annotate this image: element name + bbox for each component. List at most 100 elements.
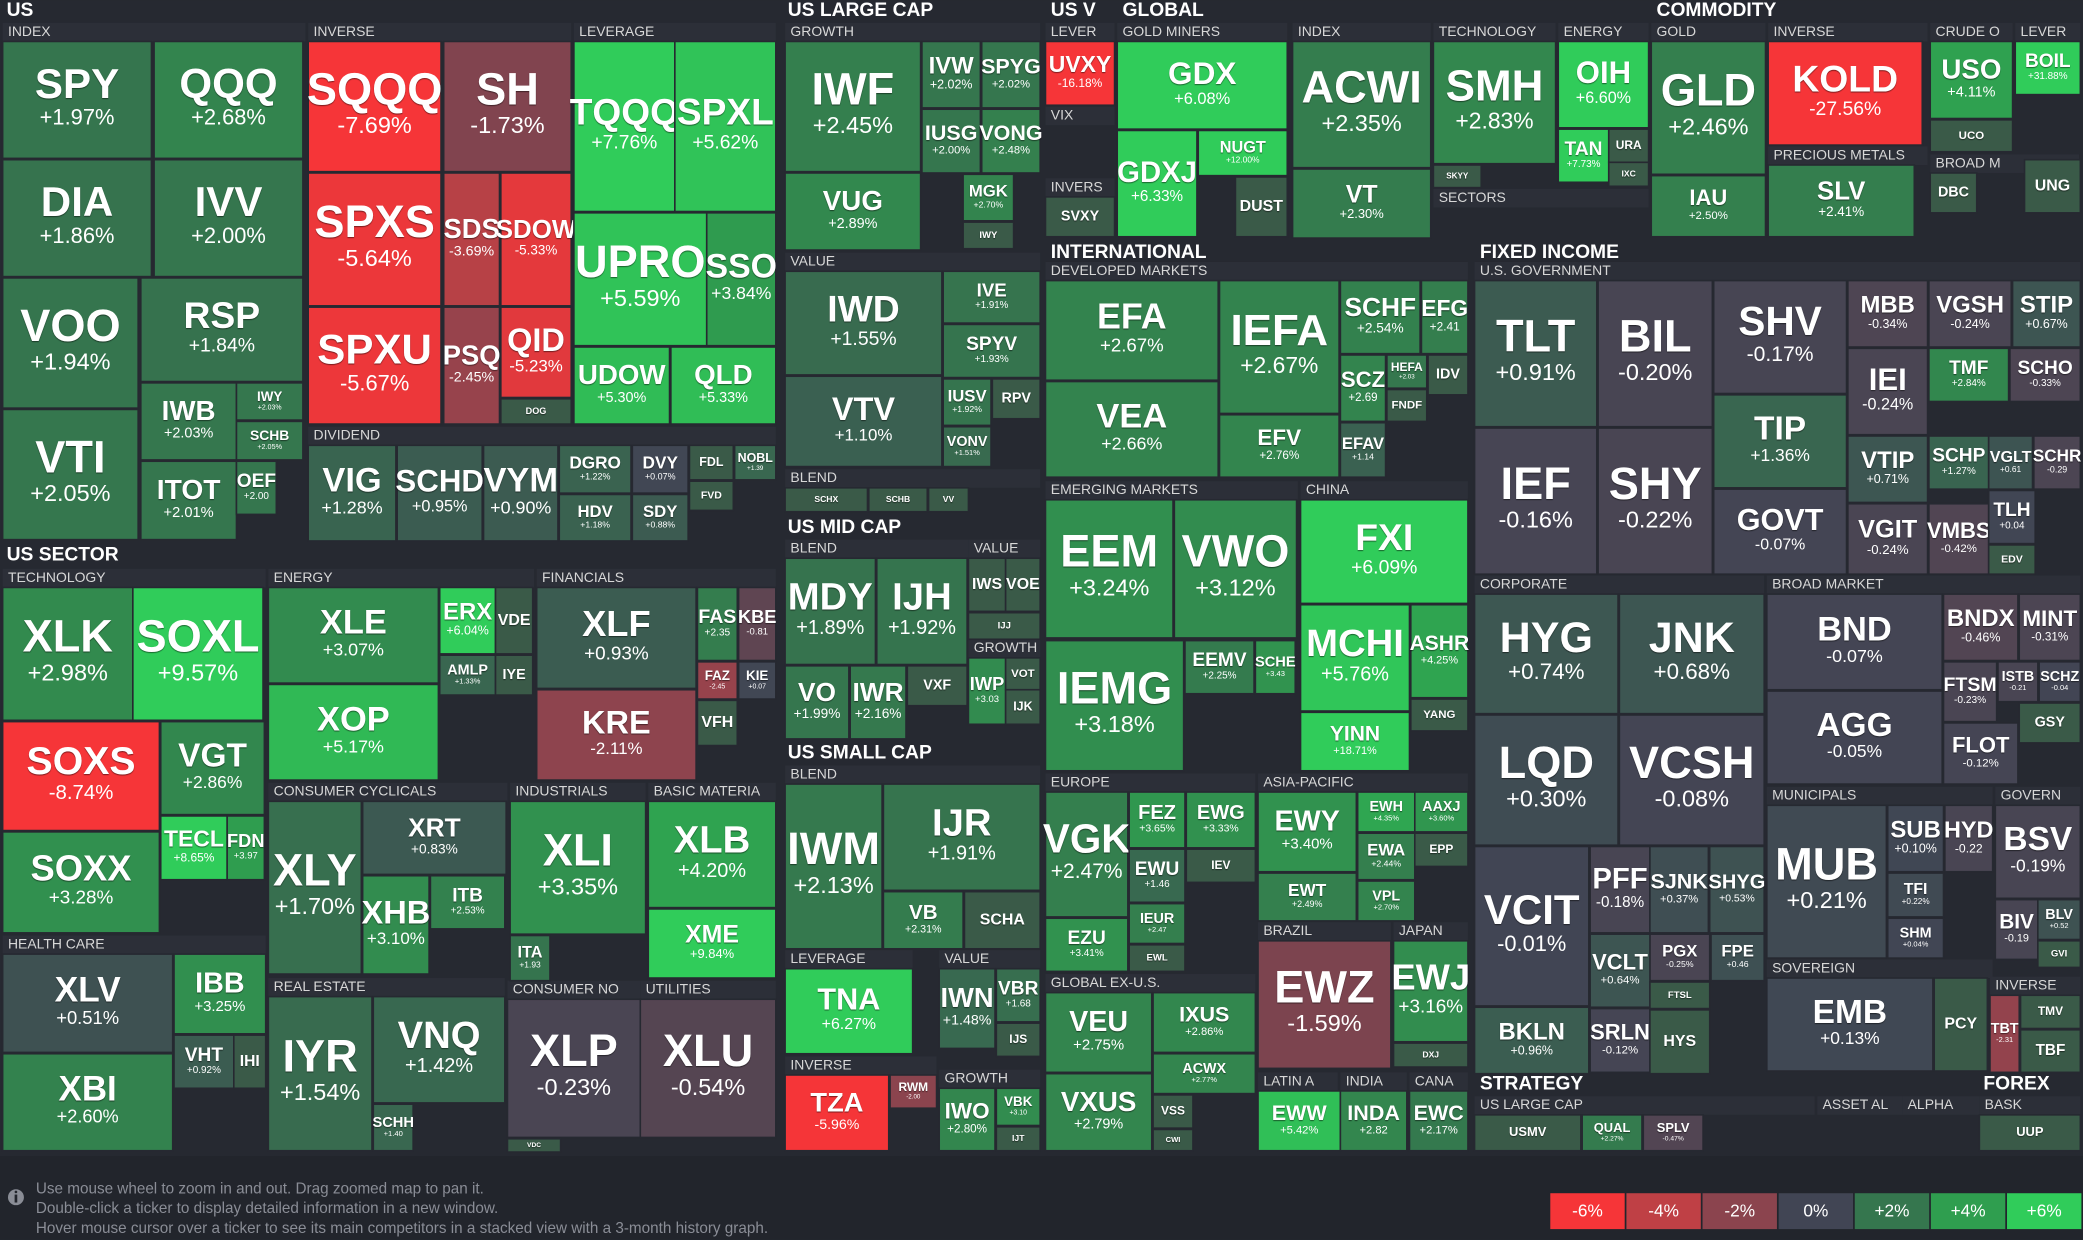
tile[interactable] [784,270,943,376]
tile[interactable] [506,1137,562,1153]
tile[interactable] [688,444,735,481]
tile[interactable] [1004,657,1041,691]
tile[interactable] [1420,279,1469,355]
tile[interactable] [1473,593,1619,715]
tile[interactable] [705,212,777,347]
tile[interactable] [1,586,134,722]
tile[interactable] [494,654,534,696]
tile[interactable] [784,967,914,1055]
tile[interactable] [1847,347,1929,436]
tile[interactable] [1473,279,1598,428]
tile[interactable] [875,557,968,666]
tile[interactable] [1650,40,1767,176]
tile[interactable] [1128,791,1186,849]
tile[interactable] [1291,168,1432,239]
tile[interactable] [494,586,534,655]
tile[interactable] [1,1052,174,1152]
tile[interactable] [1044,40,1116,107]
tile[interactable] [1886,872,1945,918]
tile[interactable] [1581,1114,1643,1152]
tile[interactable] [1392,1042,1469,1068]
tile[interactable] [267,995,373,1152]
tile[interactable] [1597,279,1714,428]
tile[interactable] [361,800,507,876]
tile[interactable] [372,1103,414,1152]
tile[interactable] [159,720,266,816]
tile[interactable] [1152,1094,1194,1129]
tile[interactable] [1299,711,1411,772]
tile[interactable] [173,1034,235,1090]
tile[interactable] [1257,940,1392,1070]
tile[interactable] [1044,1072,1153,1152]
tile[interactable] [226,815,266,881]
tile[interactable] [1928,279,2013,348]
tile[interactable] [696,661,739,700]
tile[interactable] [1473,714,1619,846]
tile[interactable] [688,480,735,512]
tile[interactable] [500,398,573,425]
tile[interactable] [2018,702,2082,744]
tile[interactable] [267,683,440,781]
tile[interactable] [2018,593,2082,662]
tile[interactable] [429,874,506,930]
tile[interactable] [967,657,1007,726]
tile[interactable] [482,444,559,542]
tile[interactable] [1766,593,1943,691]
tile[interactable] [1649,1009,1711,1075]
tile[interactable] [1044,498,1174,639]
tile[interactable] [1928,435,1990,490]
tile[interactable] [235,382,304,421]
tile[interactable] [1,831,161,934]
tile[interactable] [1197,129,1289,177]
tile[interactable] [159,815,228,881]
tile[interactable] [737,586,777,662]
tile[interactable] [1,953,174,1054]
tile[interactable] [921,108,982,174]
tile[interactable] [1413,832,1469,868]
tile[interactable] [307,306,442,425]
tile[interactable] [1766,690,1943,785]
tile[interactable] [140,277,304,383]
tile[interactable] [1618,714,1765,846]
tile[interactable] [1410,603,1469,699]
tile[interactable] [631,444,689,494]
tile[interactable] [967,557,1007,613]
tile[interactable] [1291,40,1432,169]
tile[interactable] [2019,994,2082,1030]
tile[interactable] [784,665,850,740]
tile[interactable] [558,493,632,542]
tile[interactable] [1427,354,1469,396]
tile[interactable] [995,1126,1041,1152]
tile[interactable] [307,444,397,542]
tile[interactable] [1392,940,1469,1043]
tile[interactable] [1044,791,1129,918]
tile[interactable] [1410,698,1469,732]
tile[interactable] [1589,845,1651,934]
tile[interactable] [1710,933,1765,982]
tile[interactable] [396,444,484,542]
tile[interactable] [1356,832,1416,881]
tile[interactable] [1589,1007,1651,1074]
tile[interactable] [307,172,442,307]
tile[interactable] [2033,435,2082,490]
tile[interactable] [1607,128,1650,164]
tile[interactable] [573,346,671,425]
tile[interactable] [2037,940,2082,969]
tile[interactable] [1257,791,1358,873]
tile[interactable] [140,460,238,541]
tile[interactable] [153,158,304,278]
tile[interactable] [1044,380,1219,478]
tile[interactable] [1116,40,1289,130]
tile[interactable] [267,586,440,684]
tile[interactable] [500,172,573,307]
tile[interactable] [1413,791,1469,833]
tile[interactable] [1989,994,2021,1074]
tile[interactable] [1708,845,1765,934]
tile[interactable] [1218,279,1340,415]
tile[interactable] [1618,593,1765,715]
tile[interactable] [573,212,708,347]
tile[interactable] [1386,354,1428,389]
tile[interactable] [1184,639,1255,695]
tile[interactable] [1044,991,1153,1074]
tile[interactable] [1942,593,2019,662]
